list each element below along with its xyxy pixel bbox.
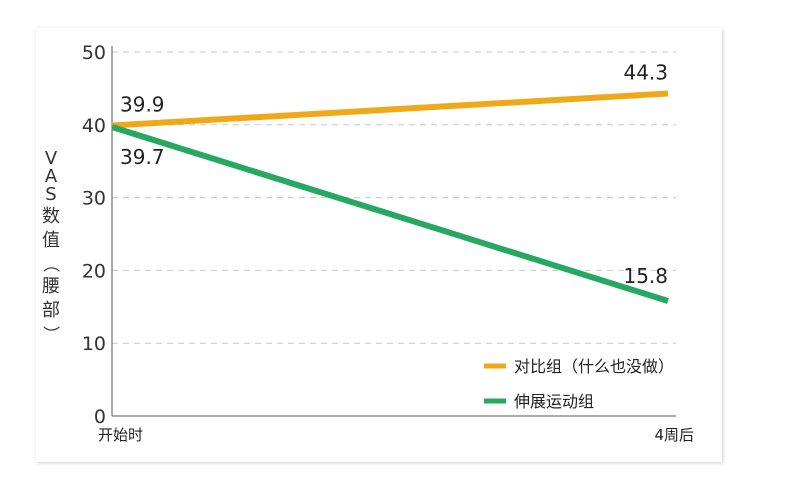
- y-axis-label-char: 值: [42, 230, 60, 251]
- y-axis-label-char: A: [45, 166, 58, 187]
- y-axis-label-char: 数: [42, 206, 60, 227]
- y-axis-label-char: 部: [42, 300, 60, 321]
- x-tick-label: 4周后: [654, 426, 694, 444]
- y-axis-label-char: （: [40, 256, 60, 273]
- data-labels: 39.9 44.3 39.7 15.8: [120, 60, 668, 287]
- y-tick-label: 10: [82, 333, 106, 355]
- y-axis-label-char: ）: [40, 326, 60, 343]
- data-label: 39.7: [120, 145, 165, 169]
- legend-label-0: 对比组（什么也没做）: [514, 357, 674, 376]
- gridlines: [112, 51, 676, 344]
- x-tick-label: 开始时: [98, 426, 143, 444]
- y-tick-labels: 0 10 20 30 40 50: [82, 42, 106, 428]
- y-axis-label-char: V: [45, 148, 58, 169]
- y-axis-label-char: S: [45, 184, 56, 205]
- chart-card: 0 10 20 30 40 50 V A S 数值 （ 腰部 ） 39.9 44.3 39.7 15.8 开…: [36, 28, 722, 462]
- y-tick-label: 40: [82, 115, 106, 137]
- series-lines: [111, 90, 669, 304]
- y-axis-label-char: 腰: [42, 276, 60, 297]
- x-tick-labels: 开始时 4周后: [98, 426, 694, 444]
- legend-label-1: 伸展运动组: [514, 392, 594, 411]
- y-tick-label: 20: [82, 260, 106, 282]
- series-line-1: [111, 124, 669, 304]
- y-tick-label: 0: [94, 406, 106, 428]
- data-label: 39.9: [120, 93, 165, 117]
- data-label: 44.3: [623, 60, 668, 84]
- y-tick-label: 50: [82, 42, 106, 64]
- legend: 对比组（什么也没做） 伸展运动组: [484, 357, 674, 411]
- series-line-0: [111, 90, 669, 129]
- data-label: 15.8: [623, 264, 668, 288]
- y-tick-label: 30: [82, 188, 106, 210]
